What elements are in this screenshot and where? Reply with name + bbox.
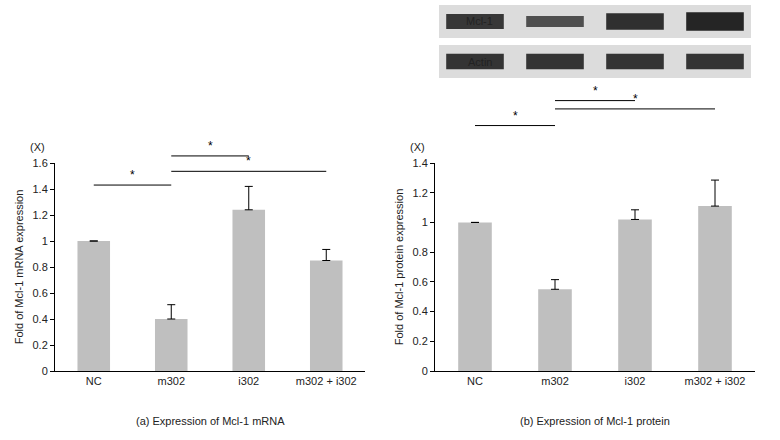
svg-text:1.4: 1.4 <box>413 157 428 169</box>
svg-text:*: * <box>513 109 518 123</box>
svg-text:0.6: 0.6 <box>33 287 48 299</box>
svg-text:*: * <box>130 168 135 182</box>
svg-text:1: 1 <box>422 216 428 228</box>
svg-text:0.8: 0.8 <box>413 246 428 258</box>
svg-text:*: * <box>246 154 251 168</box>
svg-text:Fold of Mcl-1 mRNA expression: Fold of Mcl-1 mRNA expression <box>13 190 25 345</box>
svg-text:Actin: Actin <box>468 56 492 68</box>
svg-text:0.4: 0.4 <box>33 313 48 325</box>
svg-text:1.2: 1.2 <box>33 209 48 221</box>
svg-text:1.6: 1.6 <box>33 157 48 169</box>
svg-text:Mcl-1: Mcl-1 <box>466 15 493 27</box>
svg-text:*: * <box>593 84 598 98</box>
svg-text:0: 0 <box>42 365 48 377</box>
svg-text:0.4: 0.4 <box>413 305 428 317</box>
svg-text:m302 + i302: m302 + i302 <box>296 375 357 387</box>
svg-text:i302: i302 <box>625 375 646 387</box>
svg-text:(a) Expression of Mcl-1 mRNA: (a) Expression of Mcl-1 mRNA <box>136 415 285 427</box>
svg-text:0.6: 0.6 <box>413 276 428 288</box>
svg-text:NC: NC <box>86 375 102 387</box>
svg-text:m302 + i302: m302 + i302 <box>685 375 746 387</box>
svg-text:(X): (X) <box>410 141 425 153</box>
svg-text:i302: i302 <box>238 375 259 387</box>
svg-text:(X): (X) <box>30 141 45 153</box>
svg-text:*: * <box>633 92 638 106</box>
svg-text:1: 1 <box>42 235 48 247</box>
svg-text:NC: NC <box>467 375 483 387</box>
svg-text:0.8: 0.8 <box>33 261 48 273</box>
svg-text:0.2: 0.2 <box>413 335 428 347</box>
svg-text:1.4: 1.4 <box>33 183 48 195</box>
svg-text:1.2: 1.2 <box>413 187 428 199</box>
svg-text:m302: m302 <box>157 375 185 387</box>
svg-text:*: * <box>208 139 213 153</box>
svg-text:(b) Expression of Mcl-1 protei: (b) Expression of Mcl-1 protein <box>520 415 670 427</box>
svg-text:0: 0 <box>422 365 428 377</box>
svg-text:Fold of Mcl-1 protein expressi: Fold of Mcl-1 protein expression <box>393 189 405 346</box>
svg-text:m302: m302 <box>541 375 569 387</box>
svg-text:0.2: 0.2 <box>33 339 48 351</box>
